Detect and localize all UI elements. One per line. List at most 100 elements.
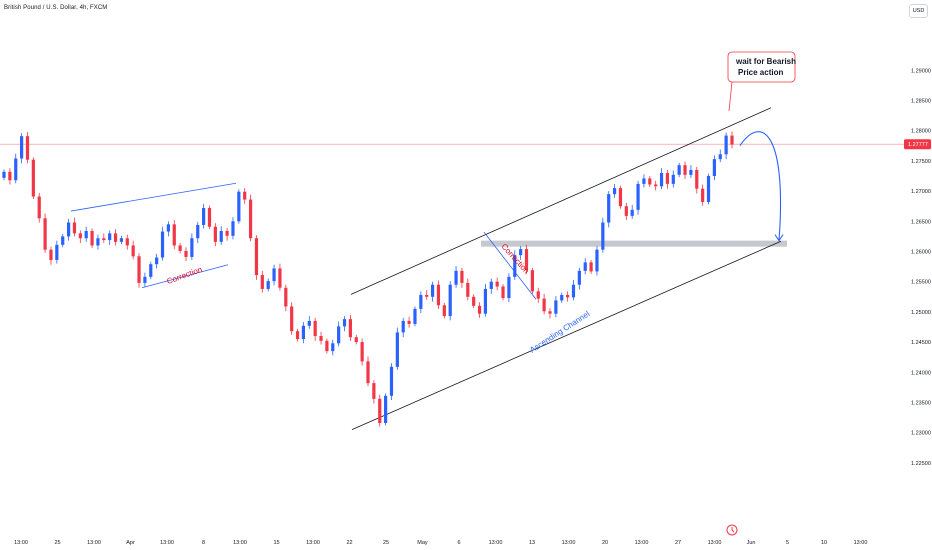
time-tick-label: Jun	[747, 540, 756, 546]
candle-body	[571, 284, 576, 298]
candle-body	[231, 221, 235, 236]
candle-body	[243, 191, 247, 200]
price-tick-label: 1.26500	[911, 219, 931, 225]
price-tick-label: 1.28500	[911, 99, 931, 105]
candle-body	[166, 224, 170, 232]
candle-body	[413, 308, 417, 324]
candle-body	[489, 281, 493, 289]
candle-body	[495, 281, 499, 287]
time-tick-label: 13:00	[233, 540, 247, 546]
correction-1-lower-line[interactable]	[141, 264, 229, 289]
callout-pointer	[728, 81, 733, 112]
time-axis[interactable]: 13:00 25 13:00 Apr 13:00 8 13:00 15 13:00 22 25 May…	[14, 540, 867, 546]
projection-arrow-head	[774, 234, 784, 242]
time-tick-label: 13:00	[489, 540, 503, 546]
candle-body	[213, 226, 217, 242]
candle-body	[178, 245, 182, 251]
candle-body	[272, 268, 276, 282]
candle-body	[730, 135, 734, 145]
time-settings-icon[interactable]	[726, 524, 738, 536]
time-tick-label: 8	[202, 540, 205, 546]
candle-body	[430, 284, 435, 297]
time-tick-label: 13:00	[14, 540, 28, 546]
candle-body	[301, 325, 306, 340]
candle-body	[718, 154, 722, 160]
candle-body	[90, 230, 94, 246]
time-tick-label: 27	[675, 540, 681, 546]
time-tick-label: May	[417, 540, 428, 546]
candle-body	[337, 326, 341, 344]
time-tick-label: 13	[529, 540, 535, 546]
candle-body	[401, 320, 405, 333]
candle-body	[14, 158, 18, 181]
price-tick-label: 1.28000	[911, 129, 931, 135]
candle-body	[683, 165, 687, 175]
time-tick-label: Apr	[126, 540, 135, 546]
projection-arrow[interactable]	[739, 131, 782, 241]
candle-body	[260, 275, 264, 289]
candle-body	[448, 284, 452, 317]
time-tick-label: 5	[786, 540, 789, 546]
time-tick-label: 25	[54, 540, 60, 546]
candle-body	[689, 169, 693, 175]
candle-body	[8, 171, 12, 181]
candle-body	[31, 159, 35, 197]
candles-group	[2, 131, 734, 427]
candle-body	[395, 332, 399, 367]
candle-body	[72, 222, 77, 234]
candle-body	[642, 178, 646, 184]
candle-body	[319, 336, 323, 341]
price-tick-label: 1.25500	[911, 280, 931, 286]
candle-body	[313, 320, 317, 337]
candle-body	[20, 136, 24, 159]
candle-body	[548, 311, 552, 314]
candle-body	[131, 245, 135, 257]
time-tick-label: 10	[821, 540, 827, 546]
candle-body	[601, 222, 605, 250]
candle-body	[25, 136, 30, 160]
candle-body	[137, 256, 141, 283]
correction-2-line[interactable]	[483, 231, 537, 300]
candle-body	[102, 238, 106, 241]
candle-body	[466, 282, 470, 297]
candle-body	[501, 286, 505, 298]
callout-note[interactable]: wait for Bearish Price action	[727, 51, 796, 112]
candle-body	[618, 188, 623, 207]
correction-1-label: Correction	[166, 265, 204, 286]
channel-lower-line[interactable]	[351, 240, 782, 430]
price-tick-label: 1.24500	[911, 340, 931, 346]
candle-body	[483, 288, 488, 314]
candle-body	[290, 306, 294, 332]
candle-body	[624, 206, 628, 216]
currency-button[interactable]: USD	[909, 4, 928, 18]
candle-body	[284, 287, 288, 307]
candle-body	[149, 264, 153, 277]
candle-body	[348, 319, 352, 338]
candle-body	[43, 218, 47, 250]
candle-body	[96, 238, 100, 246]
candle-body	[49, 249, 53, 260]
time-tick-label: 13:00	[562, 540, 576, 546]
candle-body	[190, 238, 194, 257]
channel-upper-line[interactable]	[350, 107, 772, 295]
time-tick-label: 20	[602, 540, 608, 546]
price-tick-label: 1.27000	[911, 189, 931, 195]
candle-body	[378, 398, 382, 423]
price-axis[interactable]: 1.29000 1.28500 1.28000 1.27500 1.27000 1.265…	[911, 68, 931, 466]
candle-body	[266, 281, 270, 289]
candle-body	[372, 383, 376, 399]
candle-body	[654, 184, 658, 187]
candle-body	[207, 208, 212, 227]
candle-body	[507, 276, 511, 298]
candle-body	[695, 169, 699, 189]
candle-body	[583, 262, 587, 271]
candle-body	[577, 270, 581, 285]
price-tick-label: 1.22500	[911, 461, 931, 467]
correction-1-upper-line[interactable]	[70, 182, 237, 212]
support-zone[interactable]	[481, 240, 787, 247]
candle-body	[665, 173, 670, 184]
candle-body	[84, 230, 88, 239]
time-tick-label: 13:00	[854, 540, 868, 546]
candle-body	[354, 337, 358, 343]
